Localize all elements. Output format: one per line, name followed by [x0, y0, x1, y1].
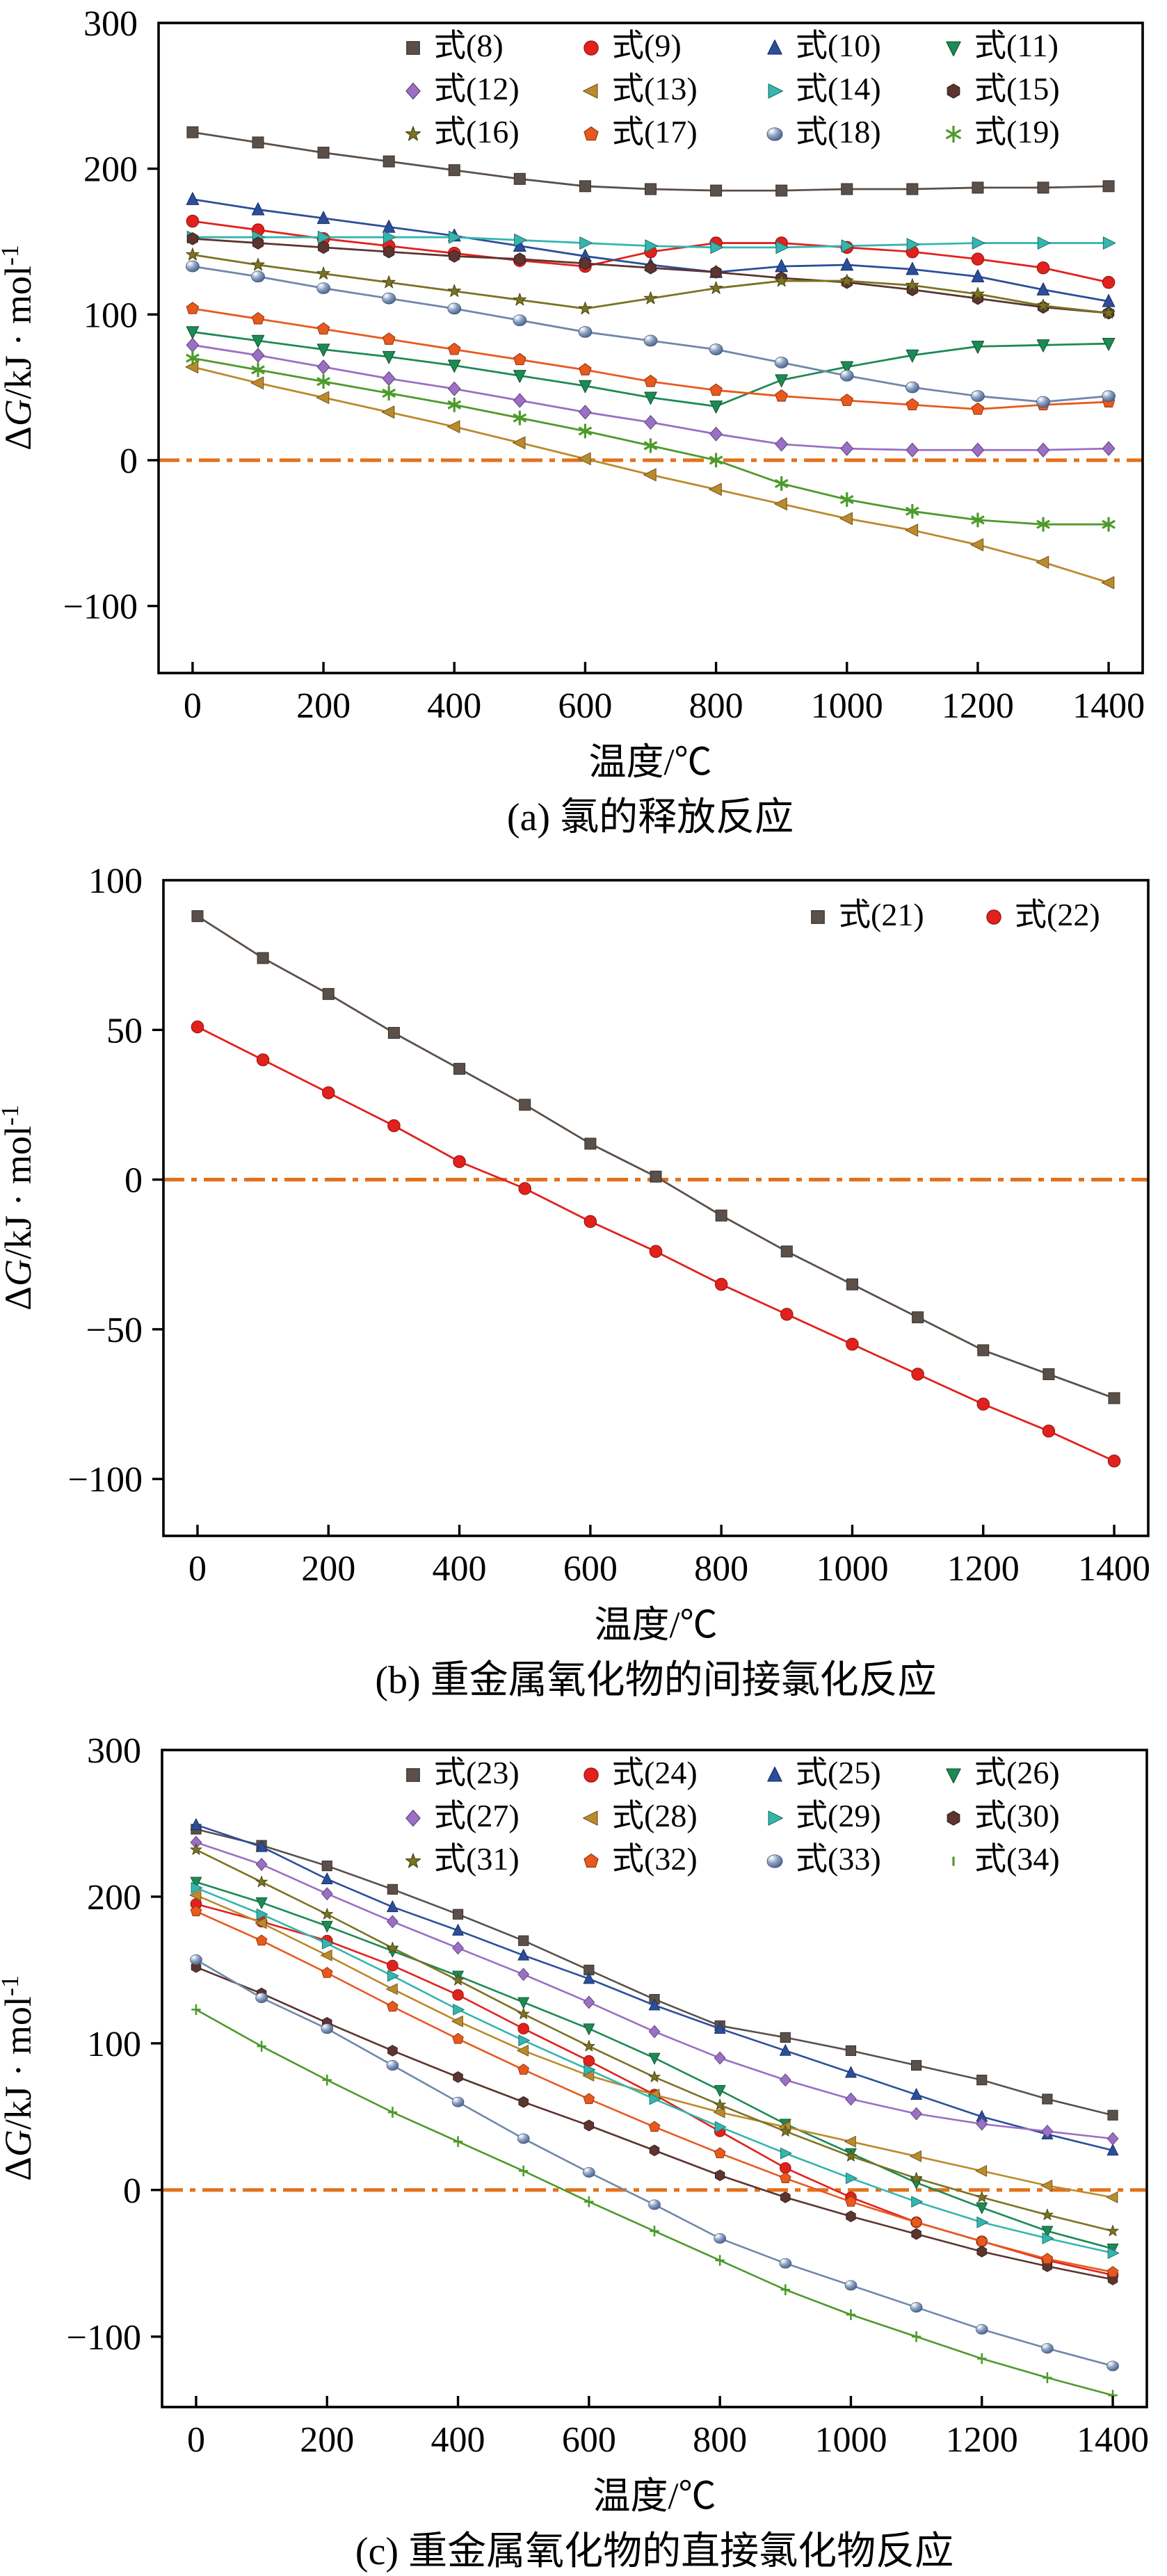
svg-text:式(19): 式(19) — [974, 114, 1060, 149]
svg-text:式(25): 式(25) — [796, 1755, 881, 1790]
svg-text:0: 0 — [188, 1549, 207, 1589]
svg-text:式(12): 式(12) — [434, 71, 520, 106]
svg-text:200: 200 — [83, 150, 138, 190]
svg-text:式(10): 式(10) — [796, 28, 881, 63]
svg-text:1200: 1200 — [947, 1549, 1020, 1589]
svg-text:式(16): 式(16) — [434, 114, 520, 149]
svg-text:400: 400 — [427, 686, 481, 726]
svg-text:式(24): 式(24) — [612, 1755, 698, 1790]
svg-text:温度/℃: 温度/℃ — [593, 2475, 716, 2517]
svg-text:50: 50 — [106, 1011, 143, 1051]
svg-text:200: 200 — [301, 1549, 355, 1589]
svg-text:式(18): 式(18) — [796, 114, 881, 149]
svg-text:1000: 1000 — [816, 1549, 888, 1589]
svg-text:式(15): 式(15) — [974, 71, 1060, 106]
svg-text:200: 200 — [300, 2420, 354, 2460]
svg-text:式(9): 式(9) — [612, 28, 682, 63]
svg-text:式(29): 式(29) — [796, 1798, 881, 1833]
svg-text:400: 400 — [431, 2420, 485, 2460]
svg-text:800: 800 — [689, 686, 743, 726]
svg-text:1200: 1200 — [942, 686, 1014, 726]
svg-text:0: 0 — [187, 2420, 205, 2460]
svg-text:400: 400 — [433, 1549, 487, 1589]
svg-text:600: 600 — [562, 2420, 616, 2460]
svg-text:式(8): 式(8) — [434, 28, 504, 63]
svg-text:式(21): 式(21) — [839, 897, 924, 932]
svg-text:−100: −100 — [67, 2318, 141, 2358]
svg-text:式(23): 式(23) — [434, 1755, 520, 1790]
svg-text:1000: 1000 — [811, 686, 883, 726]
svg-text:0: 0 — [123, 2171, 141, 2211]
svg-text:1400: 1400 — [1078, 1549, 1150, 1589]
svg-text:式(13): 式(13) — [612, 71, 698, 106]
svg-text:式(14): 式(14) — [796, 71, 881, 106]
svg-text:0: 0 — [120, 442, 138, 481]
svg-text:0: 0 — [124, 1161, 143, 1201]
svg-text:600: 600 — [563, 1549, 618, 1589]
svg-text:1400: 1400 — [1077, 2420, 1149, 2460]
svg-text:100: 100 — [88, 861, 143, 901]
svg-text:式(11): 式(11) — [974, 28, 1059, 63]
svg-text:300: 300 — [83, 4, 138, 44]
svg-text:式(34): 式(34) — [974, 1841, 1060, 1877]
svg-text:(a) 氯的释放反应: (a) 氯的释放反应 — [507, 796, 794, 839]
svg-text:600: 600 — [558, 686, 612, 726]
svg-text:0: 0 — [184, 686, 202, 726]
svg-text:100: 100 — [83, 295, 138, 335]
svg-text:式(26): 式(26) — [974, 1755, 1060, 1790]
svg-text:式(17): 式(17) — [612, 114, 698, 149]
svg-text:(c) 重金属氧化物的直接氯化物反应: (c) 重金属氧化物的直接氯化物反应 — [355, 2530, 953, 2573]
svg-text:式(31): 式(31) — [434, 1841, 520, 1877]
svg-text:温度/℃: 温度/℃ — [588, 741, 711, 783]
svg-text:1200: 1200 — [946, 2420, 1018, 2460]
svg-text:式(32): 式(32) — [612, 1841, 698, 1877]
svg-text:800: 800 — [693, 2420, 747, 2460]
svg-text:200: 200 — [296, 686, 351, 726]
svg-text:式(22): 式(22) — [1015, 897, 1100, 932]
svg-text:300: 300 — [87, 1731, 141, 1771]
svg-text:温度/℃: 温度/℃ — [594, 1604, 717, 1646]
svg-text:式(28): 式(28) — [612, 1798, 698, 1833]
svg-text:800: 800 — [694, 1549, 748, 1589]
svg-text:−50: −50 — [86, 1311, 143, 1350]
svg-text:100: 100 — [87, 2025, 141, 2064]
svg-text:ΔG/kJ · mol-1: ΔG/kJ · mol-1 — [0, 1105, 39, 1311]
svg-text:200: 200 — [87, 1878, 141, 1918]
svg-text:ΔG/kJ · mol-1: ΔG/kJ · mol-1 — [0, 1975, 39, 2181]
svg-text:1000: 1000 — [814, 2420, 887, 2460]
svg-text:式(30): 式(30) — [974, 1798, 1060, 1833]
svg-text:式(27): 式(27) — [434, 1798, 520, 1833]
svg-text:(b) 重金属氧化物的间接氯化反应: (b) 重金属氧化物的间接氯化反应 — [375, 1659, 936, 1702]
svg-text:式(33): 式(33) — [796, 1841, 881, 1877]
svg-text:1400: 1400 — [1072, 686, 1145, 726]
svg-text:ΔG/kJ · mol-1: ΔG/kJ · mol-1 — [0, 245, 39, 451]
svg-text:−100: −100 — [68, 1460, 143, 1500]
svg-text:−100: −100 — [63, 588, 138, 627]
